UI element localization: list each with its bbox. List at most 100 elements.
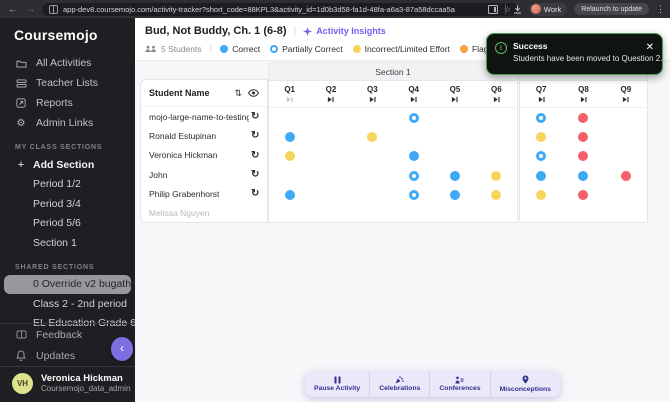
answer-cell[interactable] [605,185,647,204]
answer-cell[interactable] [352,147,393,166]
answer-cell[interactable] [476,185,517,204]
answer-cell[interactable] [393,204,434,223]
answer-cell[interactable] [476,166,517,185]
answer-cell[interactable] [310,108,351,127]
sidebar-item-teacher-lists[interactable]: Teacher Lists [0,73,135,93]
answer-cell[interactable] [352,127,393,146]
add-section-button[interactable]: + Add Section [0,155,135,175]
sidebar-item-admin-links[interactable]: ⚙ Admin Links [0,113,135,133]
answer-cell[interactable] [520,166,562,185]
sidebar-item-period-5-6[interactable]: Period 5/6 [33,217,81,230]
skip-to-question-icon[interactable] [493,96,500,103]
undo-icon[interactable]: ↺ [250,149,259,161]
answer-cell[interactable] [393,185,434,204]
answer-dot[interactable] [578,170,589,181]
answer-dot[interactable] [491,189,502,200]
pause-activity-button[interactable]: Pause Activity [305,371,369,397]
section-tab[interactable]: Section 1 [269,63,517,81]
answer-cell[interactable] [476,204,517,223]
undo-icon[interactable]: ↺ [250,169,259,181]
answer-cell[interactable] [352,166,393,185]
activity-insights-button[interactable]: Activity Insights [303,26,386,36]
answer-cell[interactable] [520,185,562,204]
question-header-q4[interactable]: Q4 [393,81,434,107]
answer-dot[interactable] [536,131,547,142]
question-header-q2[interactable]: Q2 [310,81,351,107]
skip-to-question-icon[interactable] [410,96,417,103]
forward-icon[interactable]: → [26,4,35,14]
profile-chip[interactable]: Work [528,2,568,16]
sidebar-item-updates[interactable]: Updates [0,345,135,366]
sidebar-item-reports[interactable]: Reports [0,93,135,113]
answer-cell[interactable] [520,147,562,166]
answer-cell[interactable] [310,127,351,146]
answer-dot[interactable] [408,151,419,162]
question-header-q9[interactable]: Q9 [605,81,647,107]
answer-cell[interactable] [562,127,604,146]
skip-to-question-icon[interactable] [327,96,335,103]
answer-cell[interactable] [393,127,434,146]
answer-cell[interactable] [434,166,475,185]
answer-dot[interactable] [408,189,419,200]
answer-cell[interactable] [269,204,310,223]
answer-cell[interactable] [434,147,475,166]
answer-dot[interactable] [536,189,547,200]
close-icon[interactable]: ✕ [645,42,654,53]
answer-cell[interactable] [562,185,604,204]
answer-cell[interactable] [605,204,647,223]
answer-cell[interactable] [562,108,604,127]
answer-dot[interactable] [408,170,419,181]
browser-menu-icon[interactable]: ⋮ [656,3,665,14]
eye-icon[interactable] [248,89,259,97]
answer-cell[interactable] [393,166,434,185]
sidebar-item-period-3-4[interactable]: Period 3/4 [33,197,81,210]
celebrations-button[interactable]: Celebrations [369,371,429,397]
sidebar-item-feedback[interactable]: Feedback [0,324,135,345]
answer-cell[interactable] [269,108,310,127]
answer-cell[interactable] [269,185,310,204]
sidebar-item-section-1[interactable]: Section 1 [33,236,77,249]
answer-cell[interactable] [352,108,393,127]
answer-cell[interactable] [269,147,310,166]
skip-to-question-icon[interactable] [369,96,376,103]
answer-cell[interactable] [393,108,434,127]
sidebar-collapse-button[interactable]: ‹ [111,337,133,361]
answer-cell[interactable] [476,127,517,146]
answer-cell[interactable] [310,166,351,185]
sort-icon[interactable]: ⇅ [234,87,242,98]
relaunch-button[interactable]: Relaunch to update [574,3,649,15]
skip-to-question-icon[interactable] [286,96,293,103]
answer-dot[interactable] [578,131,589,142]
answer-dot[interactable] [536,112,547,123]
question-header-q6[interactable]: Q6 [476,81,517,107]
undo-icon[interactable]: ↺ [250,188,259,200]
address-bar[interactable]: app-dev8.coursemojo.com/activity-tracker… [42,2,518,16]
answer-dot[interactable] [536,170,547,181]
answer-cell[interactable] [434,185,475,204]
sidebar-item-class-2-2nd-period[interactable]: Class 2 - 2nd period [33,297,127,310]
answer-dot[interactable] [284,189,295,200]
answer-dot[interactable] [491,170,502,181]
answer-cell[interactable] [562,147,604,166]
answer-cell[interactable] [352,204,393,223]
answer-dot[interactable] [367,131,378,142]
undo-icon[interactable]: ↺ [250,111,259,123]
user-profile[interactable]: VH Veronica Hickman Coursemojo_data_admi… [0,366,135,402]
sidebar-item-period-1-2[interactable]: Period 1/2 [33,178,81,191]
answer-cell[interactable] [520,204,562,223]
answer-dot[interactable] [578,112,589,123]
answer-cell[interactable] [476,147,517,166]
question-header-q7[interactable]: Q7 [520,81,562,107]
misconceptions-button[interactable]: Misconceptions [489,371,560,397]
url-text[interactable]: app-dev8.coursemojo.com/activity-tracker… [63,4,455,14]
answer-cell[interactable] [393,147,434,166]
answer-cell[interactable] [434,127,475,146]
conferences-button[interactable]: Conferences [429,371,489,397]
answer-dot[interactable] [449,170,460,181]
skip-to-question-icon[interactable] [538,96,545,103]
answer-dot[interactable] [620,170,631,181]
sidebar-item-override-v2-bugathon[interactable]: 0 Override v2 bugathon [4,274,135,294]
answer-cell[interactable] [562,166,604,185]
side-panel-icon[interactable] [487,4,498,14]
answer-cell[interactable] [520,108,562,127]
